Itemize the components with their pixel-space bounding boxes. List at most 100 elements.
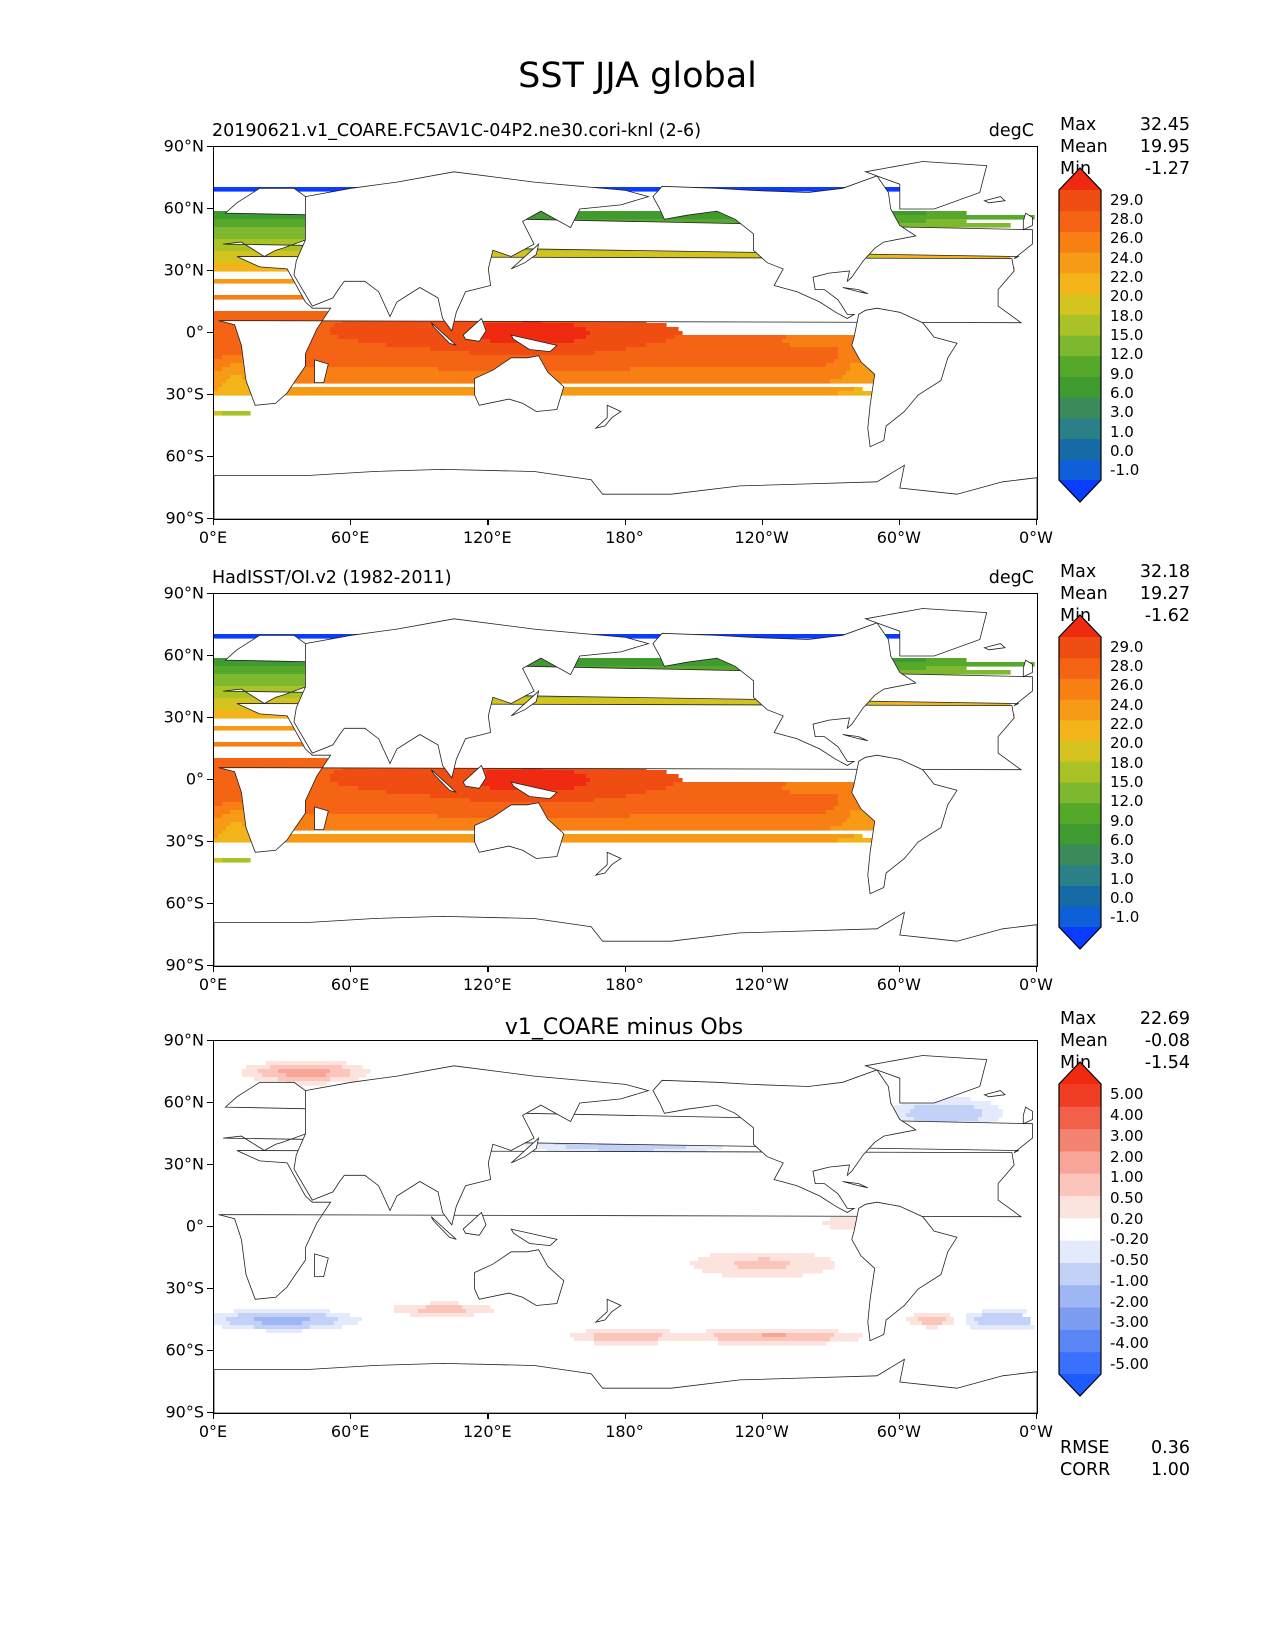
field-cell (222, 383, 251, 388)
field-cell (790, 343, 871, 348)
y-tick-label: 90°S (165, 955, 204, 975)
field-cell (786, 1265, 835, 1270)
field-cell (330, 1077, 359, 1082)
field-cell (326, 1073, 351, 1078)
x-tick-label: 60°E (330, 1422, 370, 1441)
field-cell (214, 662, 855, 667)
x-tick (487, 1413, 489, 1419)
landmass (983, 643, 1006, 651)
field-cell (330, 331, 471, 336)
field-cell (910, 1321, 923, 1326)
field-cell (214, 295, 347, 300)
landmass (1022, 659, 1033, 678)
y-tick (207, 655, 213, 657)
colorbar-tick-label: 4.00 (1110, 1106, 1144, 1125)
field-cell (214, 355, 223, 360)
y-tick (207, 394, 213, 396)
field-cell (834, 1333, 863, 1338)
field-cell (214, 359, 263, 364)
field-cell (214, 1269, 703, 1274)
field-cell (674, 782, 787, 787)
field-cell (230, 363, 247, 368)
stat-value: 32.18 (1139, 562, 1190, 582)
field-cell (830, 826, 887, 831)
field-cell (470, 798, 595, 803)
x-tick-label: 120°E (463, 1422, 512, 1441)
x-tick-label: 60°E (330, 528, 370, 547)
field-cell (214, 830, 223, 835)
model-panel: 20190621.v1_COARE.FC5AV1C-04P2.ne30.cori… (0, 114, 1275, 547)
colorbar-tick-label: 15.0 (1110, 773, 1144, 791)
field-cell (854, 834, 863, 839)
colorbar-tick-label: 2.00 (1110, 1147, 1144, 1166)
field-cell (342, 1325, 927, 1330)
field-cell (310, 1317, 339, 1322)
field-cell (394, 1305, 427, 1310)
field-cell (574, 770, 667, 775)
field-cell (350, 1073, 367, 1078)
stats-block: Max 22.69 Mean -0.08 Min -1.54 (1060, 1008, 1190, 1074)
colorbar-band (1059, 1195, 1101, 1219)
field-cell (214, 742, 347, 747)
colorbar-band (1059, 1084, 1101, 1107)
y-tick (207, 593, 213, 595)
difference-panel: v1_COARE minus Obs Max 22.69 Mean -0.08 Min -1… (0, 1008, 1275, 1441)
field-cell (214, 1253, 711, 1258)
field-cell (574, 1337, 595, 1342)
field-cell (262, 1073, 287, 1078)
coastlines (214, 1055, 1037, 1413)
field-cell (430, 794, 627, 799)
landmass (510, 781, 558, 800)
colorbar-band (1059, 1106, 1101, 1130)
field-cell (214, 698, 903, 703)
field-cell (890, 1109, 911, 1114)
field-cell (670, 1329, 707, 1334)
x-tick-label: 120°E (463, 975, 512, 994)
colorbar-ext-bottom (1059, 1374, 1101, 1396)
landmass (1022, 212, 1033, 231)
colorbar-band (1059, 1173, 1101, 1197)
landmass (510, 1136, 540, 1164)
field-cell (586, 335, 675, 340)
colorbar-tick-label: -2.00 (1110, 1292, 1149, 1311)
field-cell (350, 1069, 371, 1074)
stat-label: Max (1060, 1009, 1097, 1029)
field-cell (566, 1145, 687, 1150)
y-tick-label: 90°S (165, 508, 204, 528)
field-cell (222, 1325, 255, 1330)
field-cell (590, 778, 683, 783)
field-cell (690, 1261, 735, 1266)
field-cell (222, 367, 255, 372)
field-cell (902, 1101, 991, 1106)
y-tick (207, 518, 213, 520)
colorbar-band (1059, 885, 1101, 907)
field-cell (574, 339, 667, 344)
x-tick (350, 1413, 352, 1419)
colorbar-tick-label: 28.0 (1110, 657, 1144, 675)
landmass (314, 359, 329, 384)
field-cell (586, 774, 679, 779)
colorbar-tick-label: 6.0 (1110, 831, 1134, 849)
stat-row: Mean 19.27 (1060, 583, 1190, 605)
colorbar-band (1059, 1329, 1101, 1353)
field-cell (214, 1257, 699, 1262)
y-tick-label: 90°N (163, 136, 204, 156)
colorbar-band (1059, 761, 1101, 783)
field-cell (918, 1317, 947, 1322)
field-cell (334, 1321, 359, 1326)
x-tick (1036, 519, 1038, 525)
field-cell (790, 790, 871, 795)
field-cell (718, 1337, 831, 1342)
field-cell (330, 774, 471, 779)
stat-value: -0.08 (1144, 1031, 1190, 1051)
colorbar (1058, 614, 1102, 950)
field-cell (686, 1145, 723, 1150)
field-cell (914, 1117, 979, 1122)
field-cell (258, 371, 847, 376)
field-cell (302, 1329, 587, 1334)
landmass (214, 1358, 1037, 1413)
landmass (863, 608, 988, 657)
field-cell (594, 1333, 663, 1338)
colorbar-tick-label: -0.20 (1110, 1230, 1149, 1249)
field-cell (246, 1065, 271, 1070)
